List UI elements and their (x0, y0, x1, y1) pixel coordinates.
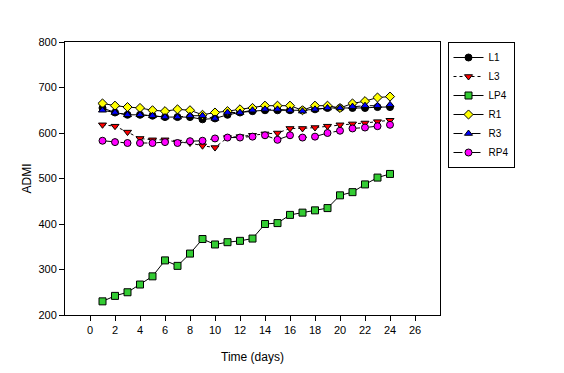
svg-text:22: 22 (359, 324, 371, 336)
svg-text:400: 400 (38, 218, 56, 230)
svg-text:12: 12 (234, 324, 246, 336)
svg-text:0: 0 (87, 324, 93, 336)
svg-text:14: 14 (259, 324, 271, 336)
svg-text:800: 800 (38, 36, 56, 48)
svg-text:24: 24 (384, 324, 396, 336)
svg-text:RP4: RP4 (489, 147, 509, 158)
svg-text:26: 26 (409, 324, 421, 336)
svg-text:600: 600 (38, 127, 56, 139)
svg-text:6: 6 (162, 324, 168, 336)
svg-text:Time (days): Time (days) (221, 350, 284, 364)
svg-text:200: 200 (38, 309, 56, 321)
svg-text:R3: R3 (489, 128, 502, 139)
svg-text:20: 20 (334, 324, 346, 336)
svg-text:R1: R1 (489, 109, 502, 120)
svg-text:2: 2 (112, 324, 118, 336)
svg-text:4: 4 (137, 324, 143, 336)
svg-text:L3: L3 (489, 71, 501, 82)
svg-text:LP4: LP4 (489, 90, 507, 101)
svg-text:18: 18 (309, 324, 321, 336)
svg-text:300: 300 (38, 263, 56, 275)
svg-text:500: 500 (38, 172, 56, 184)
svg-text:700: 700 (38, 81, 56, 93)
svg-text:10: 10 (209, 324, 221, 336)
svg-text:8: 8 (187, 324, 193, 336)
svg-text:16: 16 (284, 324, 296, 336)
svg-text:ADMI: ADMI (20, 164, 34, 194)
svg-text:L1: L1 (489, 52, 501, 63)
